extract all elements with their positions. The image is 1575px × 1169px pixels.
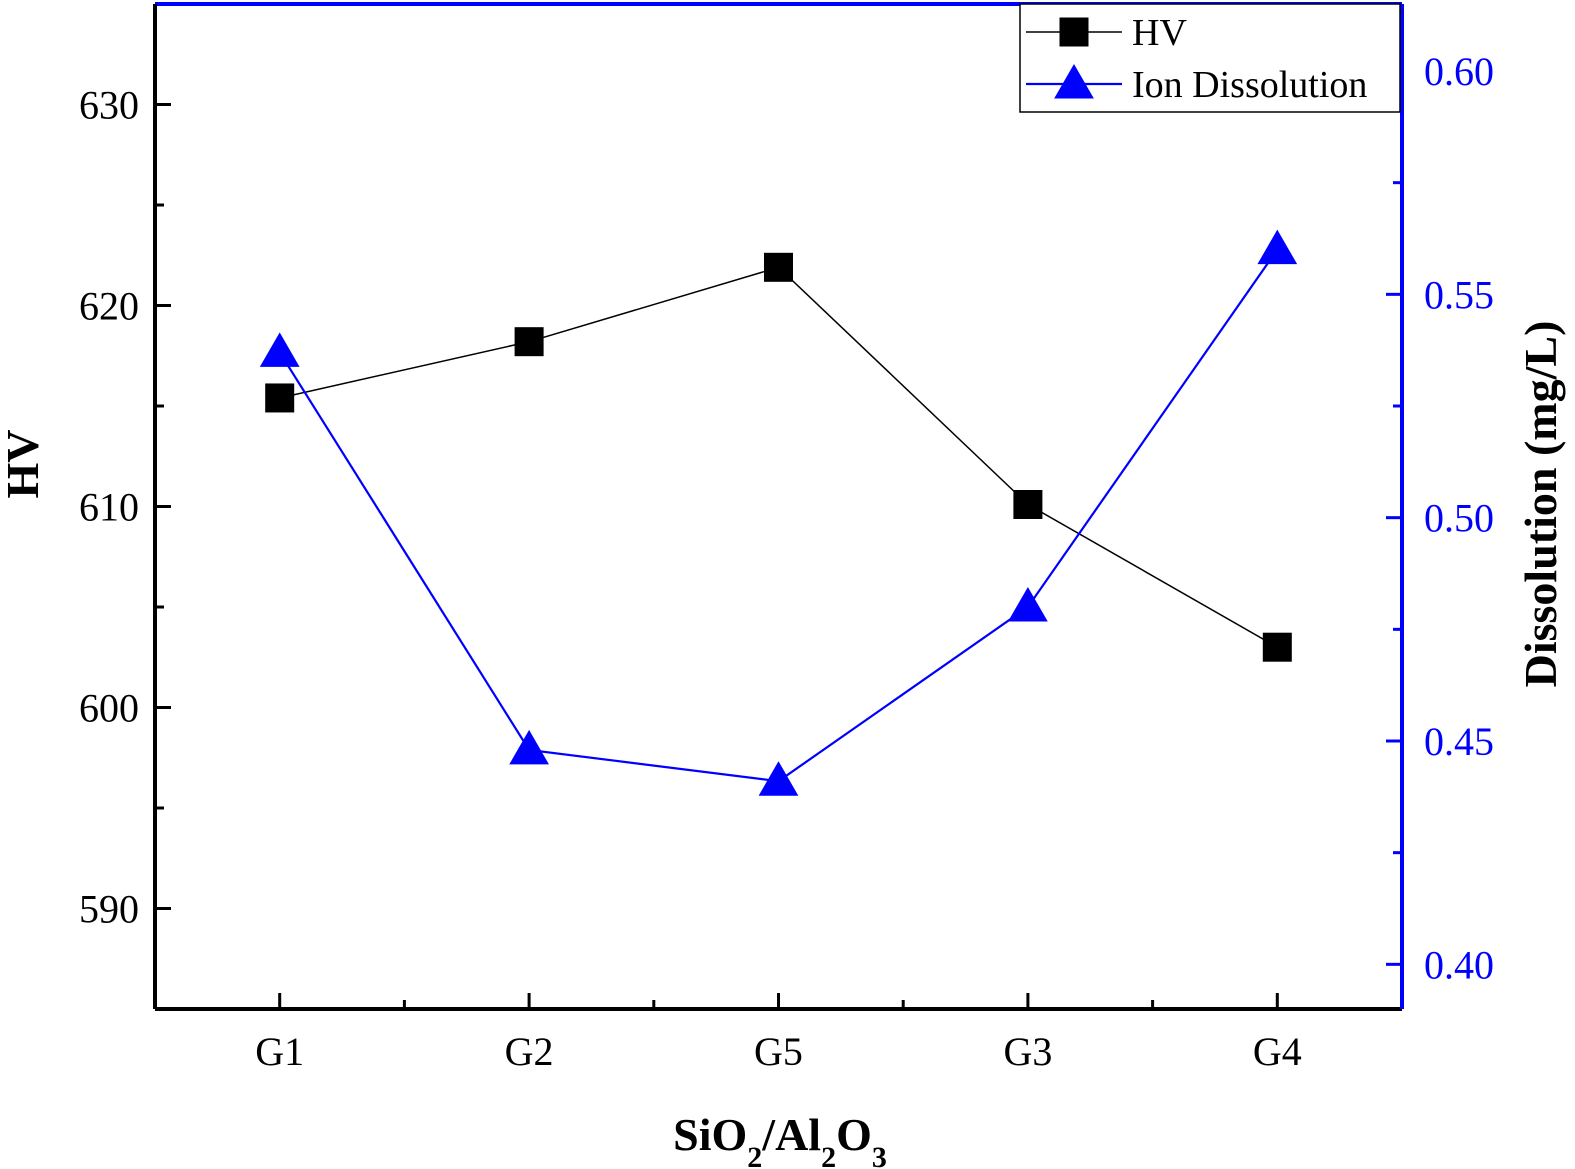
data-point — [1013, 489, 1043, 519]
left-y-axis-title: HV — [0, 430, 48, 499]
x-axis-title: SiO2/Al2O3 — [673, 1109, 887, 1169]
data-point — [1008, 586, 1048, 622]
x-tick-label: G1 — [255, 1029, 304, 1074]
left-y-axis: 590 600 610 620 630 — [79, 83, 171, 932]
right-tick-label: 0.55 — [1424, 272, 1494, 317]
x-tick-label: G3 — [1003, 1029, 1052, 1074]
right-tick-label: 0.40 — [1424, 942, 1494, 987]
legend-triangle-marker — [1054, 63, 1094, 99]
series-line — [278, 249, 1279, 783]
left-tick-label: 590 — [79, 887, 139, 932]
data-point — [1257, 229, 1298, 265]
data-point — [1262, 632, 1292, 662]
left-tick-label: 630 — [79, 83, 139, 128]
x-tick-label: G5 — [754, 1029, 803, 1074]
left-tick-label: 600 — [79, 686, 139, 731]
series-ion-dissolution — [259, 229, 1298, 796]
series-layer — [259, 229, 1298, 796]
legend-label: HV — [1132, 12, 1187, 54]
right-tick-label: 0.50 — [1424, 496, 1494, 541]
legend: HV Ion Dissolution — [1019, 3, 1401, 113]
right-tick-label: 0.60 — [1424, 49, 1494, 94]
left-tick-label: 620 — [79, 284, 139, 329]
right-y-axis-title: Dissolution (mg/L) — [1515, 321, 1566, 688]
right-tick-label: 0.45 — [1424, 719, 1494, 764]
series-hv — [265, 252, 1292, 662]
legend-entry: HV — [1026, 12, 1187, 54]
data-point — [514, 327, 544, 357]
data-point — [259, 332, 300, 367]
legend-entry: Ion Dissolution — [1026, 63, 1367, 106]
data-point — [758, 761, 799, 796]
data-point — [764, 252, 793, 282]
plot-frame — [153, 2, 1404, 1011]
x-tick-label: G2 — [505, 1029, 554, 1074]
x-axis: G1 G2 G5 G3 G4 — [255, 993, 1302, 1074]
data-point — [265, 383, 295, 413]
x-tick-label: G4 — [1253, 1029, 1302, 1074]
data-point — [509, 729, 549, 765]
right-y-axis: 0.40 0.45 0.50 0.55 0.60 — [1386, 49, 1494, 987]
legend-label: Ion Dissolution — [1132, 64, 1367, 106]
left-tick-label: 610 — [79, 485, 139, 530]
legend-square-marker — [1059, 17, 1089, 47]
